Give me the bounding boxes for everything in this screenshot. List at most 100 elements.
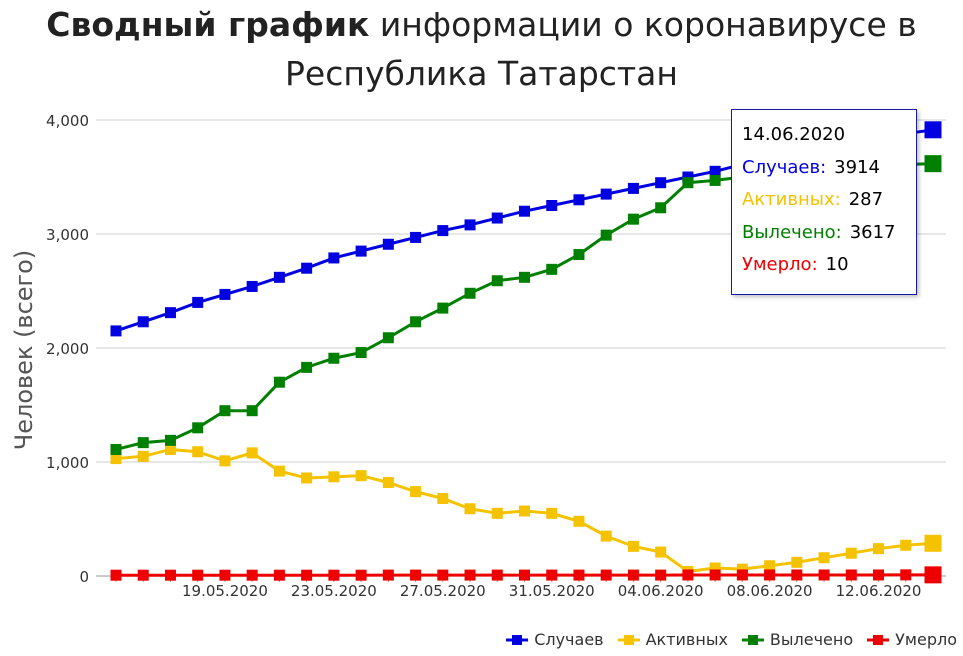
data-point	[464, 287, 476, 299]
data-point	[600, 530, 612, 542]
data-point	[137, 569, 149, 581]
data-point	[137, 437, 149, 449]
data-point	[627, 213, 639, 225]
data-point	[273, 465, 285, 477]
data-point	[924, 534, 942, 552]
data-point	[900, 539, 912, 551]
legend-label: Случаев	[534, 630, 604, 649]
data-point	[873, 543, 885, 555]
data-point	[301, 569, 313, 581]
data-point	[519, 569, 530, 581]
data-point	[192, 422, 204, 434]
legend-swatch	[741, 634, 764, 645]
data-point	[627, 569, 639, 581]
data-point	[655, 202, 667, 214]
data-point	[924, 121, 942, 139]
data-point	[546, 263, 558, 275]
data-point	[491, 507, 503, 519]
data-point	[410, 486, 422, 498]
data-point	[110, 453, 122, 465]
title-bold: Сводный график	[46, 5, 370, 44]
data-point	[655, 569, 667, 581]
data-point	[682, 177, 694, 189]
data-point	[437, 569, 449, 581]
data-point	[301, 472, 313, 484]
x-tick-label: 08.06.2020	[727, 582, 813, 600]
data-point	[519, 271, 530, 283]
legend-item-2[interactable]: Вылечено	[741, 630, 854, 649]
data-point	[192, 296, 204, 308]
data-point	[192, 569, 204, 581]
title-line2: Республика Татарстан	[285, 54, 678, 93]
x-tick-label: 04.06.2020	[618, 582, 704, 600]
data-point	[164, 443, 176, 455]
data-point	[818, 552, 830, 564]
tooltip: 14.06.2020 Случаев: 3914 Активных: 287 Выл…	[731, 109, 917, 295]
data-point	[924, 155, 942, 173]
data-point	[382, 332, 394, 344]
data-point	[410, 569, 422, 581]
data-point	[382, 477, 394, 489]
chart-title: Сводный график информации о коронавирусе…	[0, 0, 963, 98]
data-point	[355, 470, 367, 482]
legend-swatch	[867, 634, 890, 645]
x-tick-label: 31.05.2020	[509, 582, 595, 600]
data-point	[355, 347, 367, 359]
data-point	[192, 446, 204, 458]
data-point	[845, 569, 857, 581]
legend-item-3[interactable]: Умерло	[867, 630, 957, 649]
y-tick-label: 0	[79, 568, 89, 586]
data-point	[464, 569, 476, 581]
data-point	[219, 288, 231, 300]
y-tick-label: 4,000	[46, 112, 89, 130]
y-axis-label: Человек (всего)	[10, 250, 38, 450]
data-point	[682, 569, 694, 581]
data-point	[137, 316, 149, 328]
title-rest: информации о коронавирусе в	[379, 5, 917, 44]
data-point	[600, 229, 612, 241]
tooltip-date: 14.06.2020	[742, 124, 846, 145]
legend-item-1[interactable]: Активных	[617, 630, 728, 649]
data-point	[301, 361, 313, 373]
data-point	[137, 450, 149, 462]
data-point	[600, 188, 612, 200]
data-point	[709, 562, 721, 574]
tooltip-row-active: Активных: 287	[742, 189, 884, 210]
data-point	[818, 569, 830, 581]
data-point	[355, 569, 367, 581]
data-point	[246, 447, 258, 459]
data-point	[873, 569, 885, 581]
legend: Случаев Активных Вылечено Умерло	[506, 630, 957, 649]
data-point	[736, 563, 748, 575]
tooltip-row-died: Умерло: 10	[742, 254, 849, 275]
tooltip-row-cases: Случаев: 3914	[742, 156, 880, 178]
data-point	[519, 505, 530, 517]
data-point	[382, 569, 394, 581]
data-point	[546, 569, 558, 581]
x-tick-label: 27.05.2020	[400, 582, 486, 600]
data-point	[845, 547, 857, 559]
data-point	[464, 503, 476, 515]
data-point	[410, 316, 422, 328]
tooltip-row-recovered: Вылечено: 3617	[742, 221, 896, 243]
data-point	[382, 238, 394, 250]
data-point	[328, 252, 340, 264]
data-point	[491, 275, 503, 287]
data-point	[110, 325, 122, 337]
data-point	[924, 566, 942, 584]
data-point	[437, 302, 449, 314]
legend-label: Вылечено	[769, 630, 854, 649]
data-point	[573, 569, 585, 581]
y-tick-label: 3,000	[46, 226, 89, 244]
data-point	[764, 569, 776, 581]
data-point	[546, 507, 558, 519]
data-point	[219, 455, 231, 467]
data-point	[627, 182, 639, 194]
data-point	[164, 307, 176, 319]
data-point	[273, 376, 285, 388]
data-point	[627, 540, 639, 552]
data-point	[273, 569, 285, 581]
data-point	[764, 560, 776, 572]
legend-item-0[interactable]: Случаев	[506, 630, 604, 649]
